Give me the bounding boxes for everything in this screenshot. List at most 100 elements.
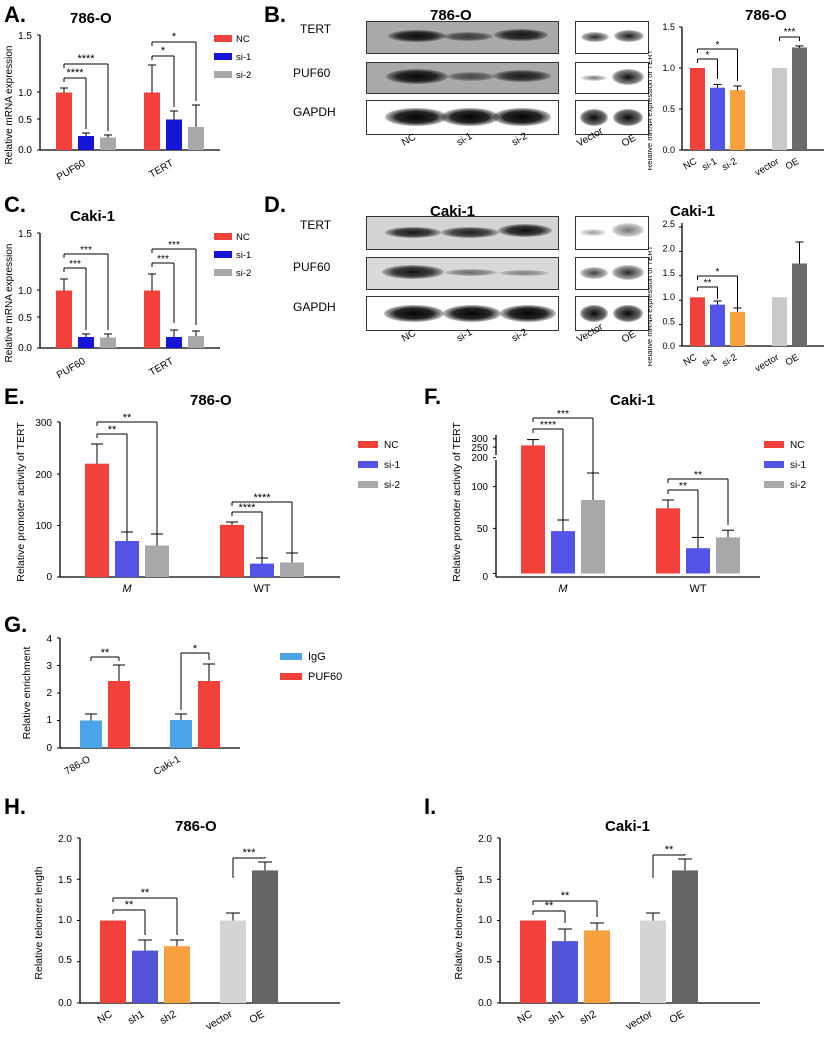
svg-text:*: * — [706, 50, 710, 61]
svg-text:1.0: 1.0 — [58, 915, 72, 926]
svg-text:NC: NC — [682, 352, 700, 368]
svg-text:si-1: si-1 — [236, 52, 251, 63]
svg-text:2: 2 — [46, 688, 52, 699]
svg-text:PUF60: PUF60 — [55, 158, 88, 183]
svg-text:100: 100 — [35, 521, 52, 532]
svg-text:M: M — [122, 583, 132, 595]
svg-text:1.5: 1.5 — [478, 875, 492, 886]
svg-text:3: 3 — [46, 661, 52, 672]
svg-text:Relative telomere length: Relative telomere length — [33, 866, 45, 979]
svg-text:*: * — [172, 31, 177, 43]
svg-text:1.5: 1.5 — [18, 31, 32, 42]
svg-text:M: M — [558, 583, 568, 595]
svg-text:1.0: 1.0 — [18, 286, 32, 297]
svg-text:***: *** — [80, 245, 92, 256]
svg-text:OE: OE — [247, 1008, 266, 1026]
svg-text:100: 100 — [471, 482, 488, 493]
svg-text:vector: vector — [753, 156, 781, 178]
svg-text:1.0: 1.0 — [662, 292, 675, 302]
svg-text:NC: NC — [682, 156, 700, 172]
svg-text:**: ** — [694, 469, 702, 481]
svg-text:NC: NC — [515, 1008, 534, 1026]
svg-text:**: ** — [108, 424, 117, 436]
svg-text:**: ** — [665, 844, 674, 856]
svg-text:Relative enrichment: Relative enrichment — [21, 647, 33, 740]
svg-text:si-2: si-2 — [720, 156, 739, 173]
svg-text:si-2: si-2 — [236, 70, 251, 81]
svg-text:0.5: 0.5 — [18, 115, 32, 126]
svg-text:***: *** — [243, 847, 257, 859]
svg-text:Relative promoter activity of: Relative promoter activity of TERT — [15, 422, 27, 582]
svg-text:**: ** — [679, 480, 687, 492]
svg-text:Relative mRNA expression of T: Relative mRNA expression of TERT — [648, 245, 654, 366]
svg-text:0.0: 0.0 — [18, 145, 32, 156]
svg-text:200: 200 — [35, 470, 52, 481]
svg-text:OE: OE — [784, 352, 801, 368]
svg-text:786-O: 786-O — [63, 754, 93, 778]
svg-text:***: *** — [784, 27, 796, 38]
svg-text:1.0: 1.0 — [18, 88, 32, 99]
svg-text:0.0: 0.0 — [58, 998, 72, 1009]
svg-text:sh2: sh2 — [158, 1008, 179, 1027]
svg-text:WT: WT — [253, 583, 270, 595]
svg-text:si-1: si-1 — [236, 250, 251, 261]
svg-text:OE: OE — [667, 1008, 686, 1026]
svg-text:**: ** — [704, 278, 712, 289]
svg-text:***: *** — [69, 259, 81, 270]
svg-text:vector: vector — [753, 352, 781, 374]
svg-text:1: 1 — [46, 715, 52, 726]
svg-text:0.0: 0.0 — [662, 145, 675, 155]
svg-text:0.0: 0.0 — [662, 341, 675, 351]
svg-text:si-2: si-2 — [790, 480, 807, 491]
svg-text:si-2: si-2 — [384, 480, 401, 491]
svg-text:Relative mRNA expression: Relative mRNA expression — [4, 244, 15, 363]
svg-text:NC: NC — [790, 440, 804, 451]
svg-text:**: ** — [545, 900, 554, 912]
svg-text:0.5: 0.5 — [662, 317, 675, 327]
svg-text:0.5: 0.5 — [58, 955, 72, 966]
svg-text:vector: vector — [624, 1008, 655, 1033]
svg-text:si-2: si-2 — [720, 352, 739, 369]
svg-text:1.5: 1.5 — [58, 875, 72, 886]
svg-text:NC: NC — [95, 1008, 114, 1026]
svg-text:2.5: 2.5 — [662, 219, 675, 229]
svg-text:**: ** — [123, 412, 132, 424]
svg-text:*: * — [161, 45, 166, 57]
svg-text:PUF60: PUF60 — [308, 671, 342, 683]
svg-text:***: *** — [168, 240, 180, 251]
svg-text:WT: WT — [689, 583, 706, 595]
svg-text:0: 0 — [482, 572, 488, 583]
svg-text:****: **** — [540, 419, 556, 431]
svg-text:si-1: si-1 — [790, 460, 807, 471]
svg-text:vector: vector — [204, 1008, 235, 1033]
svg-text:*: * — [193, 643, 198, 655]
svg-text:****: **** — [77, 53, 95, 65]
svg-text:0: 0 — [46, 572, 52, 583]
svg-text:sh2: sh2 — [578, 1008, 599, 1027]
svg-text:sh1: sh1 — [126, 1008, 147, 1027]
svg-text:**: ** — [101, 647, 110, 659]
svg-text:2.0: 2.0 — [662, 243, 675, 253]
svg-text:0.5: 0.5 — [478, 955, 492, 966]
svg-text:NC: NC — [236, 232, 250, 243]
svg-text:0.0: 0.0 — [18, 343, 32, 354]
svg-text:1.5: 1.5 — [18, 229, 32, 240]
svg-text:0.0: 0.0 — [478, 998, 492, 1009]
svg-text:PUF60: PUF60 — [55, 356, 88, 381]
svg-text:0: 0 — [46, 743, 52, 754]
svg-text:sh1: sh1 — [546, 1008, 567, 1027]
svg-text:300: 300 — [35, 418, 52, 429]
svg-text:2.0: 2.0 — [58, 834, 72, 845]
svg-text:Relative mRNA expression of T: Relative mRNA expression of TERT — [648, 49, 654, 170]
svg-text:Relative mRNA expression: Relative mRNA expression — [4, 46, 15, 165]
svg-text:2.0: 2.0 — [478, 834, 492, 845]
svg-text:si-1: si-1 — [384, 460, 401, 471]
svg-text:Caki-1: Caki-1 — [152, 754, 183, 778]
svg-text:IgG: IgG — [308, 651, 326, 663]
svg-text:**: ** — [125, 899, 134, 911]
svg-text:Relative promoter activity of: Relative promoter activity of TERT — [451, 422, 463, 582]
svg-text:0.5: 0.5 — [662, 104, 675, 114]
svg-text:*: * — [716, 40, 720, 51]
svg-text:4: 4 — [46, 634, 52, 645]
svg-text:si-1: si-1 — [700, 352, 719, 369]
